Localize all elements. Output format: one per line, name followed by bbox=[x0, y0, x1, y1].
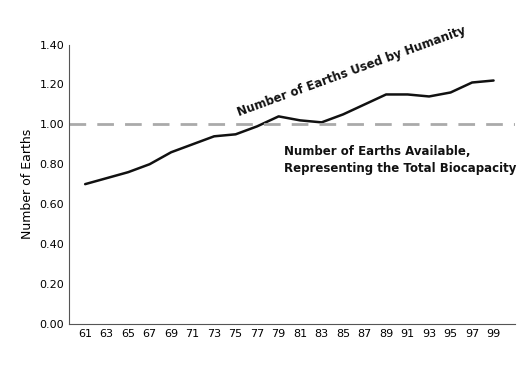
Text: Number of Earths Used by Humanity: Number of Earths Used by Humanity bbox=[236, 24, 468, 119]
Text: Number of Earths Available,
Representing the Total Biocapacity: Number of Earths Available, Representing… bbox=[284, 145, 516, 175]
Y-axis label: Number of Earths: Number of Earths bbox=[21, 129, 34, 239]
